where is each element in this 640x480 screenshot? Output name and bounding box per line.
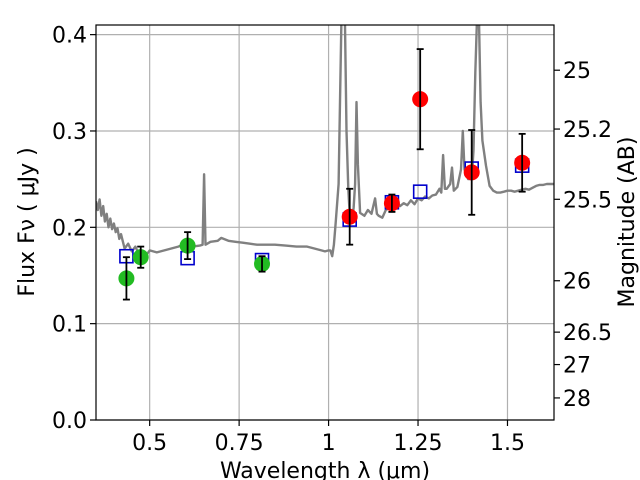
magnitude-tick-label: 28 bbox=[563, 387, 591, 412]
y-tick-label: 0.1 bbox=[52, 313, 87, 338]
magnitude-axis-ticks: 25 25.2 25.5 26 26.5 27 28 bbox=[554, 59, 612, 412]
magnitude-tick-label: 25 bbox=[563, 59, 591, 84]
x-tick-label: 1 bbox=[322, 431, 336, 456]
magnitude-axis-title: Magnitude (AB) bbox=[615, 137, 640, 308]
magnitude-tick-label: 26.5 bbox=[563, 321, 612, 346]
magnitude-tick-label: 25.2 bbox=[563, 118, 612, 143]
x-axis-ticks: 0.5 0.75 1 1.25 1.5 bbox=[132, 420, 525, 456]
data-points-layer bbox=[118, 48, 531, 301]
y-tick-label: 0.3 bbox=[52, 120, 87, 145]
magnitude-tick-label: 27 bbox=[563, 354, 591, 379]
y-axis-title: Flux Fν ( μJy ) bbox=[15, 147, 40, 296]
y-tick-label: 0.0 bbox=[52, 409, 87, 434]
plot-background bbox=[96, 25, 554, 420]
x-tick-label: 0.5 bbox=[132, 431, 167, 456]
y-tick-label: 0.4 bbox=[52, 24, 87, 49]
x-tick-label: 1.5 bbox=[490, 431, 525, 456]
x-axis-title: Wavelength λ (μm) bbox=[220, 459, 430, 480]
y-tick-label: 0.2 bbox=[52, 216, 87, 241]
y-axis-ticks: 0.0 0.1 0.2 0.3 0.4 bbox=[52, 24, 96, 434]
plot-frame bbox=[95, 24, 555, 421]
magnitude-tick-label: 26 bbox=[563, 270, 591, 295]
model-photometry-square bbox=[412, 184, 428, 199]
x-tick-label: 1.25 bbox=[394, 431, 443, 456]
magnitude-tick-label: 25.5 bbox=[563, 188, 612, 213]
x-tick-label: 0.75 bbox=[215, 431, 264, 456]
